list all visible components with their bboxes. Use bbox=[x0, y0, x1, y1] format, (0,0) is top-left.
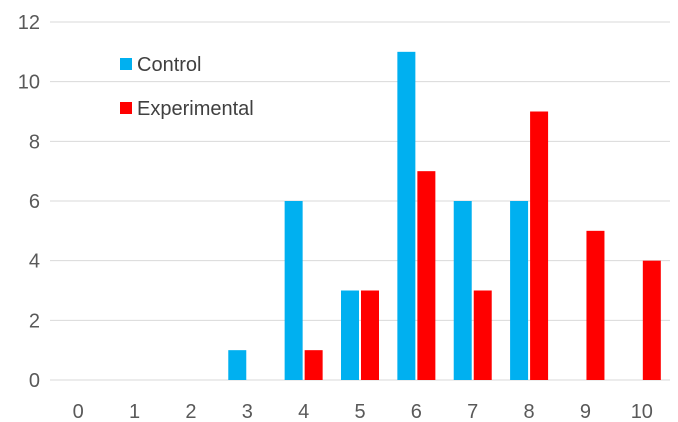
x-tick-label: 7 bbox=[467, 401, 478, 422]
x-tick-label: 8 bbox=[524, 401, 535, 422]
x-tick-label: 4 bbox=[298, 401, 309, 422]
x-tick-label: 9 bbox=[580, 401, 591, 422]
bar-control-6 bbox=[397, 51, 416, 380]
bar-experimental-4 bbox=[304, 350, 323, 380]
x-tick-label: 2 bbox=[185, 401, 196, 422]
bar-control-5 bbox=[341, 290, 359, 380]
bar-control-7 bbox=[453, 201, 472, 380]
y-tick-label: 6 bbox=[29, 191, 40, 213]
x-axis-ticks: 0 1 2 3 4 5 6 7 8 9 10 bbox=[73, 401, 653, 422]
bar-experimental-6 bbox=[417, 171, 436, 380]
legend-swatch-experimental bbox=[120, 102, 132, 114]
legend-label-experimental: Experimental bbox=[137, 98, 254, 120]
bar-experimental-8 bbox=[530, 111, 549, 380]
x-tick-label: 0 bbox=[73, 401, 84, 422]
y-tick-label: 12 bbox=[18, 12, 40, 34]
x-tick-label: 10 bbox=[631, 401, 653, 422]
bar-control-4 bbox=[284, 201, 303, 380]
gridlines bbox=[50, 21, 670, 381]
legend-swatch-control bbox=[120, 58, 132, 70]
bar-experimental-5 bbox=[361, 290, 379, 380]
y-tick-label: 8 bbox=[29, 131, 40, 153]
x-tick-label: 5 bbox=[354, 401, 365, 422]
bar-control-8 bbox=[510, 201, 529, 380]
bars bbox=[228, 51, 661, 380]
x-tick-label: 3 bbox=[242, 401, 253, 422]
y-tick-label: 4 bbox=[29, 251, 40, 273]
bar-control-3 bbox=[228, 350, 247, 380]
x-tick-label: 6 bbox=[411, 401, 422, 422]
y-tick-label: 10 bbox=[18, 72, 40, 94]
bar-experimental-10 bbox=[642, 260, 661, 380]
legend: Control Experimental bbox=[120, 54, 254, 120]
y-axis-ticks: 0 2 4 6 8 10 12 bbox=[18, 12, 40, 392]
y-tick-label: 2 bbox=[29, 310, 40, 332]
bar-experimental-9 bbox=[586, 230, 605, 380]
y-tick-label: 0 bbox=[29, 370, 40, 392]
legend-label-control: Control bbox=[137, 54, 201, 76]
bar-experimental-7 bbox=[473, 290, 492, 380]
x-tick-label: 1 bbox=[129, 401, 140, 422]
